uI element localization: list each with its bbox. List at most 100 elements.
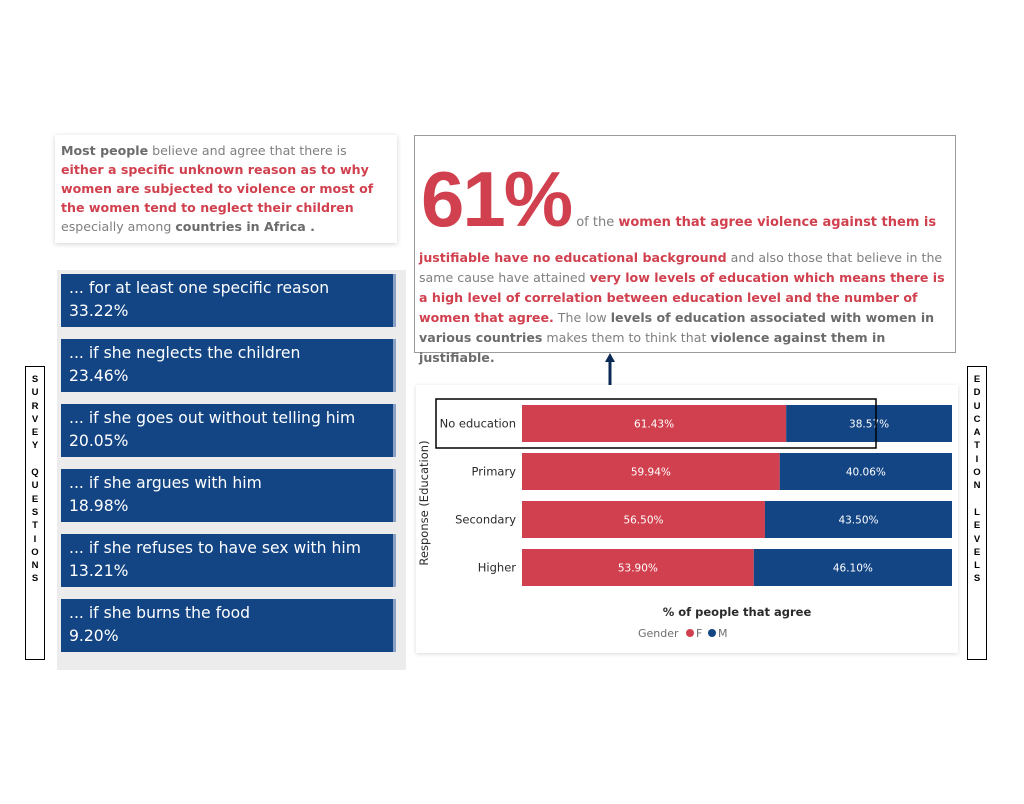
legend-label-m: M xyxy=(718,627,728,640)
category-label: No education xyxy=(440,417,516,431)
stat-tail-2: women that agree violence against them i… xyxy=(618,215,937,230)
stat-headline: 61% of the women that agree violence aga… xyxy=(421,154,936,245)
side-label-letter: A xyxy=(973,427,981,439)
survey-question: ... if she refuses to have sex with him xyxy=(69,539,361,557)
side-label-letter: U xyxy=(31,387,39,399)
survey-card: ... if she neglects the children 23.46% xyxy=(61,339,396,392)
big-percentage: 61% xyxy=(421,155,573,243)
bar-f xyxy=(522,405,787,442)
survey-question: ... if she burns the food xyxy=(69,604,251,622)
intro-text-5: countries in Africa . xyxy=(175,219,315,234)
side-label-letter: E xyxy=(31,427,39,439)
x-axis-title: % of people that agree xyxy=(663,605,812,619)
value-label: 59.94% xyxy=(631,467,671,479)
value-label: 53.90% xyxy=(618,563,658,575)
survey-card: ... if she argues with him 18.98% xyxy=(61,469,396,522)
education-bar-chart: No education 61.43% 38.57% Primary 59.94% 40.… xyxy=(417,398,952,640)
side-label-letter: O xyxy=(973,467,981,479)
survey-question: ... if she neglects the children xyxy=(69,344,301,362)
survey-question: ... if she argues with him xyxy=(69,474,262,492)
stat-text-1: justifiable have no educational backgrou… xyxy=(419,250,727,265)
side-label-letter: S xyxy=(31,506,39,518)
side-label-letter: V xyxy=(973,533,981,545)
category-label: Primary xyxy=(472,465,517,479)
side-label-letter: V xyxy=(31,413,39,425)
side-label-letter xyxy=(34,453,37,466)
survey-card: ... if she refuses to have sex with him 1… xyxy=(61,534,396,587)
value-label: 56.50% xyxy=(623,515,663,527)
bar-f xyxy=(522,501,765,538)
stat-text-6: makes them to think that xyxy=(542,330,711,345)
survey-percentage: 9.20% xyxy=(69,627,119,645)
y-axis-title: Response (Education) xyxy=(417,440,431,565)
bar-m xyxy=(779,453,952,490)
side-label-letter: T xyxy=(32,520,38,532)
stat-text-4: The low xyxy=(553,310,611,325)
side-label-letter: O xyxy=(31,546,39,558)
intro-text-3: either a specific unknown reason as to w… xyxy=(61,162,374,215)
survey-card: ... if she burns the food 9.20% xyxy=(61,599,396,652)
intro-text-2: believe and agree that there is xyxy=(148,143,347,158)
side-label-letter: R xyxy=(31,400,39,412)
side-label-letter: E xyxy=(31,493,39,505)
side-label-letter: L xyxy=(974,560,980,572)
side-label-letter xyxy=(976,493,979,506)
side-label-letter: I xyxy=(975,453,979,465)
value-label: 40.06% xyxy=(846,467,886,479)
survey-percentage: 18.98% xyxy=(69,497,129,515)
stat-text-7: violence against them in justifiable. xyxy=(419,330,886,365)
side-label-letter: S xyxy=(31,374,39,385)
stat-tail-1: of the xyxy=(576,215,619,230)
category-label: Higher xyxy=(478,561,517,575)
side-label-letter: C xyxy=(973,413,981,425)
intro-text-box: Most people believe and agree that there… xyxy=(55,135,397,243)
bar-m xyxy=(764,501,952,538)
survey-percentage: 13.21% xyxy=(69,562,129,580)
category-label: Secondary xyxy=(455,513,516,527)
bar-m xyxy=(786,405,952,442)
survey-question: ... if she goes out without telling him xyxy=(69,409,356,427)
intro-text-4: especially among xyxy=(61,219,176,234)
side-label-letter: S xyxy=(973,573,981,585)
side-label-letter: I xyxy=(33,533,37,545)
stat-paragraph: justifiable have no educational backgrou… xyxy=(419,248,947,368)
side-label-letter: U xyxy=(973,400,981,412)
survey-percentage: 20.05% xyxy=(69,432,129,450)
side-label-letter: Q xyxy=(31,467,39,479)
survey-percentage: 23.46% xyxy=(69,367,129,385)
highlight-box xyxy=(435,398,877,449)
bar-f xyxy=(522,549,754,586)
legend-marker-f xyxy=(686,629,694,637)
side-label-letter: T xyxy=(974,440,980,452)
bar-m xyxy=(753,549,952,586)
stat-text-5: levels of education associated with wome… xyxy=(419,310,935,345)
side-label-letter: Y xyxy=(31,440,39,452)
legend-marker-m xyxy=(708,629,716,637)
value-label: 43.50% xyxy=(838,515,878,527)
side-label-letter: S xyxy=(31,573,39,585)
bar-f xyxy=(522,453,780,490)
stat-tail: of the women that agree violence against… xyxy=(576,215,936,230)
side-label-letter: E xyxy=(973,546,981,558)
side-label-letter: N xyxy=(31,560,39,572)
side-label-letter: U xyxy=(31,480,39,492)
value-label: 61.43% xyxy=(634,419,674,431)
side-label-letter: E xyxy=(973,374,981,385)
survey-card: ... for at least one specific reason 33.2… xyxy=(61,274,396,327)
stat-text-2: and also those that believe in the same … xyxy=(419,250,943,285)
side-label-letter: E xyxy=(973,520,981,532)
survey-question: ... for at least one specific reason xyxy=(69,279,330,297)
side-label-letter: N xyxy=(973,480,981,492)
side-label-letter: L xyxy=(974,506,980,518)
survey-percentage: 33.22% xyxy=(69,302,129,320)
side-label-letter: D xyxy=(973,387,981,399)
stat-box: 61% of the women that agree violence aga… xyxy=(414,135,956,365)
legend-label-f: F xyxy=(696,627,702,640)
legend-title: Gender xyxy=(638,627,679,640)
survey-card: ... if she goes out without telling him 2… xyxy=(61,404,396,457)
intro-text-1: Most people xyxy=(61,143,149,158)
value-label: 38.57% xyxy=(849,419,889,431)
value-label: 46.10% xyxy=(833,563,873,575)
